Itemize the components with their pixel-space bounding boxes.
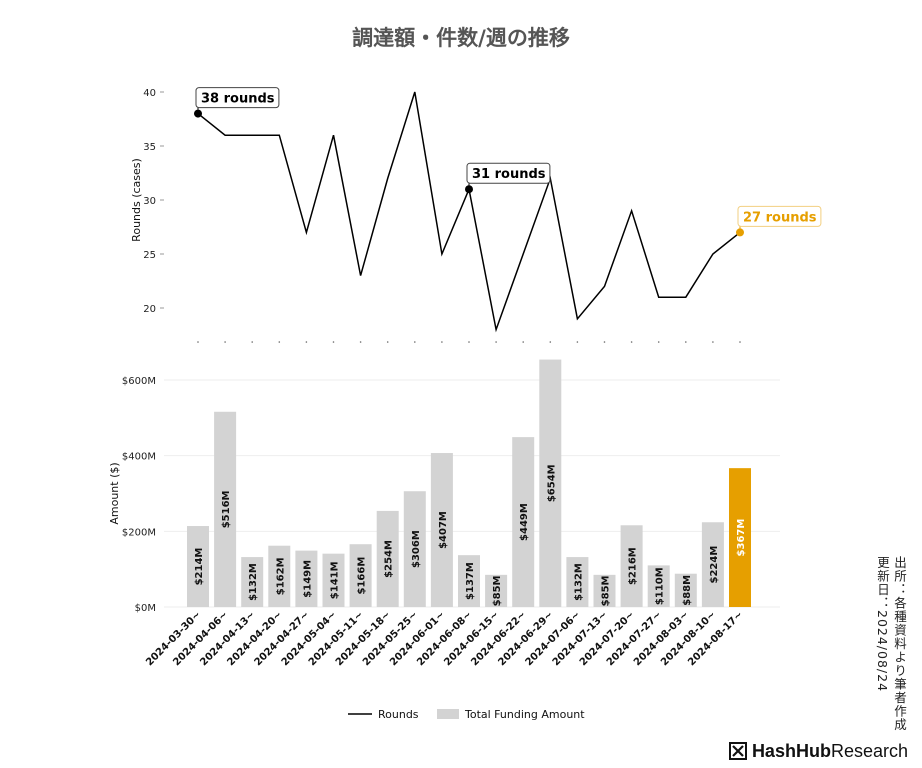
funding-bar [349,544,372,607]
brand-suffix: Research [830,740,908,761]
bar-value-label: $162M [275,557,286,595]
funding-bar [241,557,264,607]
bar-y-tick-label: $200M [122,527,156,538]
annotation-label: 27 rounds [743,210,817,225]
bar-value-label: $214M [194,548,205,586]
line-y-tick-label: 25 [143,250,156,261]
line-x-tick [685,341,687,343]
legend-line-label: Rounds [378,708,419,721]
line-x-tick [386,341,389,343]
bar-y-tick-label: $400M [122,452,156,463]
line-x-tick [359,341,362,343]
funding-bar [458,555,480,607]
funding-bar [729,468,751,607]
funding-bar [214,411,237,607]
bar-value-label: $110M [655,567,666,605]
line-x-tick [576,341,579,343]
bar-value-label: $449M [519,503,530,541]
funding-bar [566,557,589,607]
funding-bar [322,553,345,607]
bar-value-label: $132M [248,563,259,601]
line-x-tick [251,341,253,343]
brand-name: HashHub [751,740,831,761]
hashhub-logo-icon [728,742,747,760]
bar-value-label: $254M [384,540,395,578]
line-y-axis-label: Rounds (cases) [130,158,143,242]
funding-bar [539,359,562,607]
annotation-label: 38 rounds [201,92,275,107]
line-x-tick [549,341,552,343]
bar-value-label: $132M [573,563,584,601]
bar-y-tick-label: $600M [122,376,156,387]
funding-bar [268,545,291,607]
bar-y-tick-label: $0M [135,603,156,614]
line-x-tick [441,341,443,343]
bar-value-label: $88M [682,575,693,606]
line-x-tick [495,341,497,343]
legend-bar-label: Total Funding Amount [464,708,585,721]
funding-bar [403,491,426,607]
annotation-box [195,87,280,109]
line-y-tick-label: 30 [143,196,156,207]
funding-bar [187,526,209,607]
legend-bar-swatch [437,709,459,719]
bar-value-label: $149M [302,560,313,598]
line-x-tick [603,341,606,343]
bar-value-label: $141M [330,561,341,599]
line-y-tick-label: 20 [143,304,156,315]
bar-value-label: $166M [357,557,368,595]
line-x-tick [332,341,335,343]
annotation-label: 31 rounds [472,167,546,182]
bar-value-label: $224M [709,546,720,584]
line-x-tick [278,341,281,343]
bar-value-label: $516M [221,490,232,528]
brand-logo: HashHub Research [728,740,908,762]
bar-value-label: $654M [546,464,557,502]
funding-bar [674,573,697,607]
line-x-tick [414,341,416,343]
funding-bar [430,453,453,607]
chart-title: 調達額・件数/週の推移 [352,25,570,50]
source-note: 出所：各種資料より筆者作成 更新日：2024/08/24 [874,556,908,732]
bar-y-axis-label: Amount ($) [108,462,121,524]
funding-bar [485,574,508,607]
bar-value-label: $407M [438,511,449,549]
line-x-tick [712,341,714,343]
funding-bar [512,437,535,607]
funding-bar [701,522,724,607]
line-y-tick-label: 40 [143,88,156,99]
source-line: 出所：各種資料より筆者作成 [892,556,907,732]
line-y-tick-label: 35 [143,142,156,153]
bar-value-label: $306M [411,530,422,568]
bar-value-label: $85M [492,575,503,606]
bar-value-label: $216M [628,547,639,585]
updated-line: 更新日：2024/08/24 [875,556,890,693]
line-x-tick [197,341,199,343]
funding-bar [376,510,399,607]
line-x-tick [630,341,633,343]
line-x-tick [657,341,660,343]
funding-bar [647,565,670,607]
line-x-tick [224,341,226,343]
line-x-tick [739,341,741,343]
line-x-tick [468,341,470,343]
funding-bar [295,550,318,607]
line-x-tick [522,341,524,343]
line-x-tick [305,341,308,343]
bar-value-label: $137M [465,562,476,600]
rounds-line [197,91,741,333]
annotation-box [466,162,551,184]
funding-bar [620,525,643,607]
bar-value-label: $85M [601,575,612,606]
annotation-box [737,205,822,227]
funding-bar [593,574,616,607]
bar-value-label: $367M [736,519,747,557]
